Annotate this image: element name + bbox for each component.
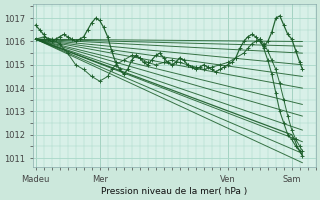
X-axis label: Pression niveau de la mer( hPa ): Pression niveau de la mer( hPa ): [101, 187, 247, 196]
